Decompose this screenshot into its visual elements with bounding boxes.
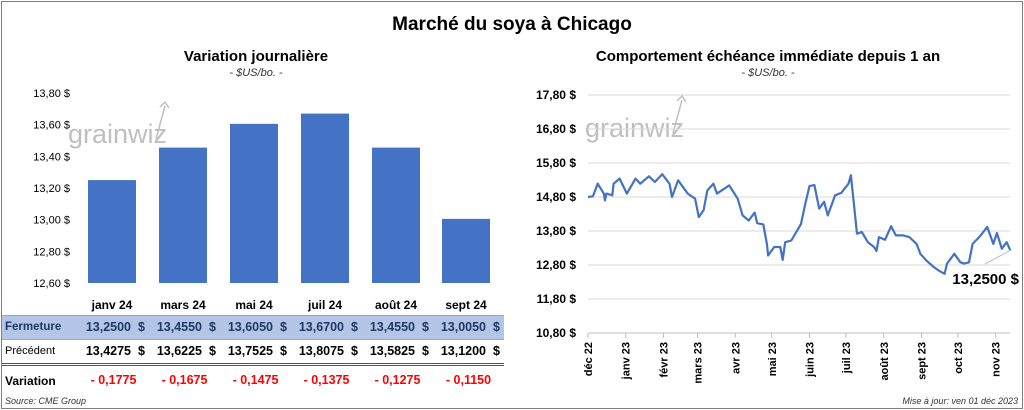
change-cell: - 0,1475 (232, 373, 279, 387)
x-tick-label: janv 24 (91, 298, 133, 312)
cell-currency: $ (422, 344, 429, 358)
x-tick-label: juil 24 (307, 298, 342, 312)
x-tick-label: sept 23 (916, 342, 928, 380)
cell-value: 13,6700 (298, 320, 344, 334)
x-tick-label: mai 24 (235, 298, 273, 312)
cell-currency: $ (493, 320, 500, 334)
last-value-label: 13,2500 $ (952, 271, 1019, 288)
x-tick-label: nov 23 (991, 342, 1003, 377)
cell-currency: $ (422, 320, 429, 334)
close-row-label: Fermeture (5, 321, 62, 333)
left-chart-title: Variation journalière (183, 48, 329, 65)
x-tick-label: janv 23 (621, 342, 633, 380)
right-chart-title: Comportement échéance immédiate depuis 1… (595, 48, 941, 65)
cell-value: 13,4275 (85, 344, 131, 358)
x-tick-label: avr 23 (730, 342, 742, 374)
change-cell: - 0,1375 (303, 373, 350, 387)
x-tick-label: déc 22 (583, 342, 595, 376)
x-tick-label: mai 23 (767, 342, 779, 376)
price-line (587, 173, 1012, 275)
cell-value: 13,2500 (85, 320, 131, 334)
x-tick-label: août 24 (375, 298, 417, 312)
cell-currency: $ (280, 344, 287, 358)
cell-value: 13,7525 (227, 344, 273, 358)
cell-currency: $ (209, 320, 216, 334)
x-tick-label: mars 24 (160, 298, 206, 312)
grainwiz-logo: grainwiz (68, 119, 167, 149)
cell-currency: $ (209, 344, 216, 358)
previous-row: Précédent 13,4275 $13,6225 $13,7525 $13,8075… (2, 340, 504, 366)
source-note: Source: CME Group (5, 396, 87, 406)
right-chart-unit: - $US/bo. - (741, 67, 795, 79)
y-tick-label: 12,80 $ (33, 246, 70, 258)
logo-arrow-icon (672, 94, 687, 134)
y-tick-label: 15,80 $ (536, 156, 576, 170)
cell-value: 13,6225 (156, 344, 202, 358)
change-cell: - 0,1275 (374, 373, 421, 387)
y-tick-label: 13,40 $ (33, 151, 70, 163)
x-tick-label: juil 23 (841, 342, 853, 374)
y-tick-label: 12,80 $ (536, 258, 576, 272)
cell-currency: $ (138, 344, 145, 358)
cell-currency: $ (138, 320, 145, 334)
x-tick-label: févr 23 (658, 342, 670, 377)
annotation-leader (984, 249, 1011, 265)
x-tick-label: oct 23 (953, 342, 965, 374)
cell-value: 13,1200 (440, 344, 486, 358)
y-tick-label: 11,80 $ (537, 292, 577, 306)
y-tick-label: 17,80 $ (536, 88, 576, 102)
change-cell: - 0,1775 (90, 373, 137, 387)
cell-value: 13,6050 (227, 320, 273, 334)
y-tick-label: 14,80 $ (536, 190, 576, 204)
y-tick-label: 13,60 $ (33, 120, 70, 132)
bar (88, 180, 136, 283)
page-title: Marché du soya à Chicago (392, 14, 632, 35)
cell-value: 13,4550 (156, 320, 202, 334)
cell-value: 13,5825 (369, 344, 415, 358)
grainwiz-logo: grainwiz (585, 113, 684, 143)
cell-value: 13,8075 (298, 344, 344, 358)
logo-arrow-icon (155, 100, 170, 140)
bar (301, 113, 349, 283)
bar (159, 147, 207, 283)
x-tick-label: juin 23 (805, 342, 817, 378)
y-tick-label: 13,80 $ (33, 88, 70, 100)
change-cell: - 0,1150 (445, 373, 492, 387)
y-tick-label: 10,80 $ (536, 326, 576, 340)
cell-value: 13,0050 (440, 320, 486, 334)
change-row: Variation - 0,1775 - 0,1675 - 0,1475 - 0,137… (2, 369, 504, 392)
cell-currency: $ (351, 344, 358, 358)
bar (442, 218, 490, 283)
bar (372, 147, 420, 283)
cell-currency: $ (280, 320, 287, 334)
update-note: Mise à jour: ven 01 déc 2023 (902, 396, 1018, 406)
y-tick-label: 16,80 $ (536, 122, 576, 136)
close-row: Fermeture 13,2500 $13,4550 $13,6050 $13,6700… (2, 315, 504, 340)
change-row-label: Variation (5, 374, 56, 388)
change-cell: - 0,1675 (161, 373, 208, 387)
x-tick-label: mars 23 (693, 342, 705, 384)
bar (230, 123, 278, 283)
y-tick-label: 13,20 $ (33, 183, 70, 195)
y-tick-label: 12,60 $ (33, 278, 70, 290)
cell-currency: $ (493, 344, 500, 358)
left-chart-unit: - $US/bo. - (229, 67, 283, 79)
previous-row-label: Précédent (5, 345, 56, 357)
x-tick-label: sept 24 (445, 298, 487, 312)
y-tick-label: 13,80 $ (536, 224, 576, 238)
x-tick-label: août 23 (879, 342, 891, 381)
cell-currency: $ (351, 320, 358, 334)
cell-value: 13,4550 (369, 320, 415, 334)
y-tick-label: 13,00 $ (33, 215, 70, 227)
